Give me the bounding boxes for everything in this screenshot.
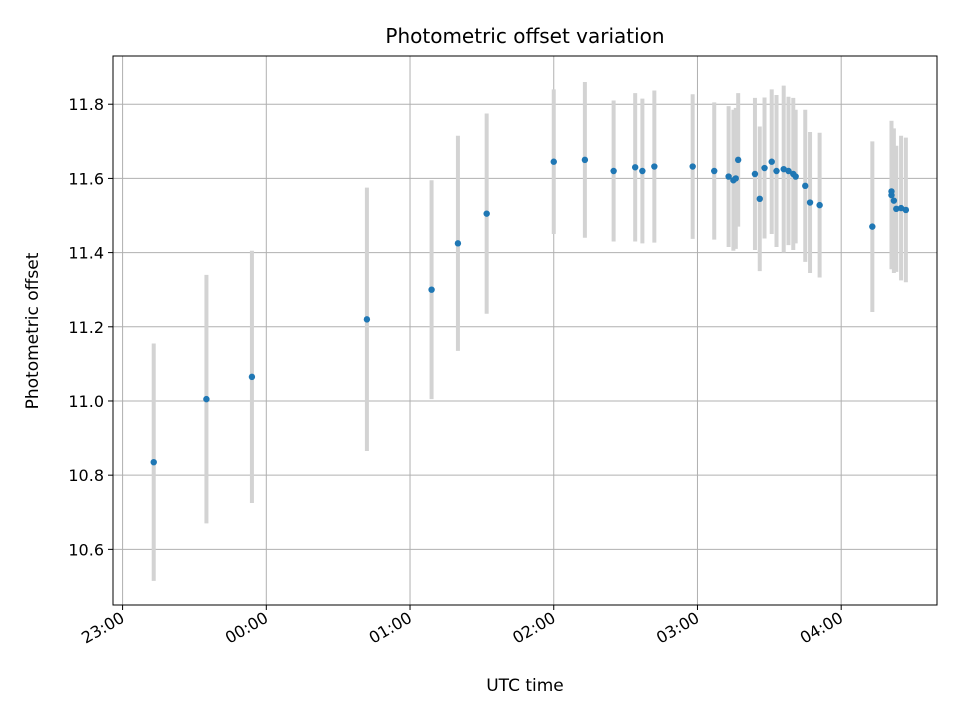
data-point bbox=[689, 163, 696, 170]
plot-area: 10.6 10.8 11.0 11.2 11.4 11.6 11.8 23:00 00:00 01… bbox=[68, 55, 938, 648]
data-point bbox=[785, 167, 792, 175]
data-point bbox=[792, 173, 799, 180]
data-point bbox=[428, 286, 435, 293]
plot-frame bbox=[112, 55, 938, 606]
data-point bbox=[550, 158, 557, 165]
data-point bbox=[581, 156, 589, 164]
data-point bbox=[890, 197, 898, 204]
data-point bbox=[610, 167, 617, 175]
x-tick-label: 00:00 bbox=[222, 608, 271, 648]
data-point bbox=[734, 156, 742, 164]
x-tick-label: 04:00 bbox=[797, 608, 846, 648]
data-point bbox=[751, 170, 759, 178]
x-tick-label: 03:00 bbox=[653, 608, 702, 648]
chart-title: Photometric offset variation bbox=[385, 24, 664, 48]
data-point bbox=[248, 373, 256, 381]
x-tick-label: 02:00 bbox=[509, 608, 558, 648]
data-point bbox=[806, 199, 814, 206]
data-point bbox=[203, 395, 210, 403]
y-tick-label: 10.6 bbox=[68, 540, 104, 559]
x-tick-label: 01:00 bbox=[366, 608, 415, 648]
data-point bbox=[816, 201, 823, 209]
y-axis-label: Photometric offset bbox=[23, 252, 43, 409]
y-tick-label: 11.4 bbox=[68, 244, 104, 263]
data-point bbox=[902, 206, 910, 214]
data-point bbox=[725, 173, 732, 180]
y-tick-label: 10.8 bbox=[68, 466, 104, 485]
data-point bbox=[639, 167, 646, 175]
data-point bbox=[888, 188, 895, 195]
data-point bbox=[732, 175, 739, 182]
y-tick-label: 11.0 bbox=[68, 392, 104, 411]
y-tick-label: 11.6 bbox=[68, 169, 104, 188]
data-point bbox=[802, 182, 809, 190]
y-tick-label: 11.2 bbox=[68, 318, 104, 337]
data-point bbox=[773, 167, 780, 175]
data-point bbox=[454, 240, 462, 247]
data-point bbox=[756, 195, 763, 203]
data-point bbox=[631, 164, 639, 171]
x-tick-label: 23:00 bbox=[78, 608, 127, 648]
data-point bbox=[150, 458, 157, 466]
data-point bbox=[711, 167, 718, 175]
data-point bbox=[651, 163, 658, 170]
data-point bbox=[363, 316, 371, 323]
data-point bbox=[761, 164, 768, 172]
data-point bbox=[897, 204, 905, 212]
data-point bbox=[780, 165, 787, 173]
y-tick-label: 11.8 bbox=[68, 95, 104, 114]
data-point bbox=[768, 158, 775, 165]
data-point bbox=[483, 210, 490, 217]
data-point bbox=[893, 205, 900, 213]
data-point bbox=[869, 223, 876, 230]
x-axis-label: UTC time bbox=[486, 676, 564, 696]
